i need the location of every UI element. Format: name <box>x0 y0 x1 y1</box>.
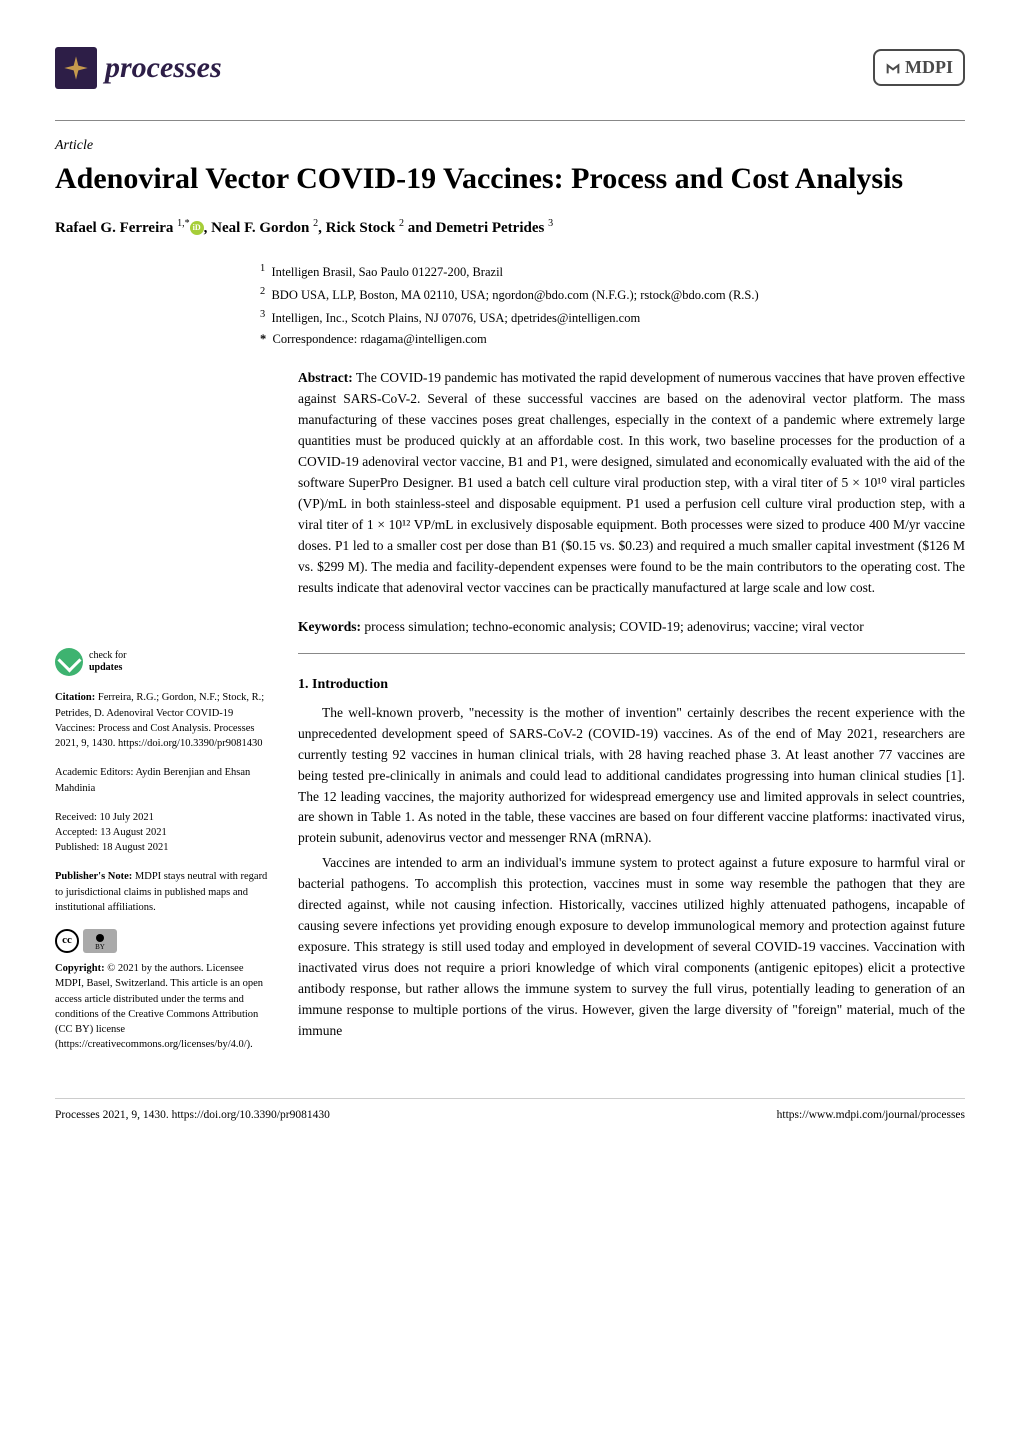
citation-label: Citation: <box>55 692 95 703</box>
cc-by-icon <box>83 929 117 953</box>
accepted-date: 13 August 2021 <box>100 827 167 838</box>
affiliation-text: BDO USA, LLP, Boston, MA 02110, USA; ngo… <box>271 288 758 302</box>
abstract: Abstract: The COVID-19 pandemic has moti… <box>298 368 965 598</box>
publisher-note-block: Publisher's Note: MDPI stays neutral wit… <box>55 869 270 915</box>
article-type: Article <box>55 135 965 156</box>
affiliation-text: Intelligen, Inc., Scotch Plains, NJ 0707… <box>271 311 640 325</box>
page-footer: Processes 2021, 9, 1430. https://doi.org… <box>55 1098 965 1124</box>
affiliation-text: Intelligen Brasil, Sao Paulo 01227-200, … <box>271 265 503 279</box>
check-line2: updates <box>89 662 122 673</box>
author-name: , Neal F. Gordon <box>204 220 313 236</box>
keywords: Keywords: process simulation; techno-eco… <box>298 617 965 654</box>
affiliation: 1 Intelligen Brasil, Sao Paulo 01227-200… <box>260 261 965 282</box>
dates-block: Received: 10 July 2021 Accepted: 13 Augu… <box>55 810 270 856</box>
copyright-label: Copyright: <box>55 963 105 974</box>
copyright-block: Copyright: © 2021 by the authors. Licens… <box>55 961 270 1052</box>
check-line1: check for <box>89 650 126 661</box>
check-updates-badge[interactable]: check for updates <box>55 648 270 676</box>
main-columns: check for updates Citation: Ferreira, R.… <box>55 368 965 1066</box>
check-icon <box>55 648 83 676</box>
editors-block: Academic Editors: Aydin Berenjian and Eh… <box>55 765 270 795</box>
received-date: 10 July 2021 <box>100 812 154 823</box>
affiliations-block: 1 Intelligen Brasil, Sao Paulo 01227-200… <box>55 261 965 348</box>
publisher-name: MDPI <box>905 54 953 81</box>
publisher-note-label: Publisher's Note: <box>55 871 132 882</box>
author-name: , Rick Stock <box>318 220 399 236</box>
keywords-label: Keywords: <box>298 619 361 634</box>
affiliation: 2 BDO USA, LLP, Boston, MA 02110, USA; n… <box>260 284 965 305</box>
author-affil-sup: 1, <box>177 218 185 229</box>
published-label: Published: <box>55 842 102 853</box>
authors-line: Rafael G. Ferreira 1,*, Neal F. Gordon 2… <box>55 216 965 240</box>
publisher-logo: MDPI <box>873 49 965 86</box>
footer-left: Processes 2021, 9, 1430. https://doi.org… <box>55 1107 330 1124</box>
keywords-text: process simulation; techno-economic anal… <box>361 619 864 634</box>
correspondence: * Correspondence: rdagama@intelligen.com <box>260 330 965 349</box>
affiliation: 3 Intelligen, Inc., Scotch Plains, NJ 07… <box>260 307 965 328</box>
published-date: 18 August 2021 <box>102 842 169 853</box>
abstract-label: Abstract: <box>298 370 353 385</box>
citation-block: Citation: Ferreira, R.G.; Gordon, N.F.; … <box>55 690 270 751</box>
author-name: Rafael G. Ferreira <box>55 220 177 236</box>
cc-license-logo[interactable]: cc <box>55 929 270 953</box>
main-content: Abstract: The COVID-19 pandemic has moti… <box>298 368 965 1066</box>
received-label: Received: <box>55 812 100 823</box>
body-paragraph: Vaccines are intended to arm an individu… <box>298 853 965 1041</box>
abstract-text: The COVID-19 pandemic has motivated the … <box>298 370 965 594</box>
section-heading: 1. Introduction <box>298 674 965 695</box>
author-affil-sup: 3 <box>548 218 553 229</box>
check-updates-text: check for updates <box>89 650 126 674</box>
editors-label: Academic Editors: <box>55 767 135 778</box>
author-corr-sup: * <box>185 218 190 229</box>
footer-right: https://www.mdpi.com/journal/processes <box>777 1107 965 1124</box>
accepted-label: Accepted: <box>55 827 100 838</box>
journal-logo: processes <box>55 45 222 90</box>
article-title: Adenoviral Vector COVID-19 Vaccines: Pro… <box>55 160 965 198</box>
orcid-icon[interactable] <box>190 221 204 235</box>
header: processes MDPI <box>55 45 965 90</box>
divider <box>55 120 965 121</box>
sidebar: check for updates Citation: Ferreira, R.… <box>55 368 270 1066</box>
author-name: and Demetri Petrides <box>404 220 548 236</box>
copyright-text: © 2021 by the authors. Licensee MDPI, Ba… <box>55 963 263 1050</box>
cc-icon: cc <box>55 929 79 953</box>
journal-icon <box>55 47 97 89</box>
body-paragraph: The well-known proverb, "necessity is th… <box>298 703 965 849</box>
journal-name: processes <box>105 45 222 90</box>
correspondence-text: Correspondence: rdagama@intelligen.com <box>273 332 487 346</box>
